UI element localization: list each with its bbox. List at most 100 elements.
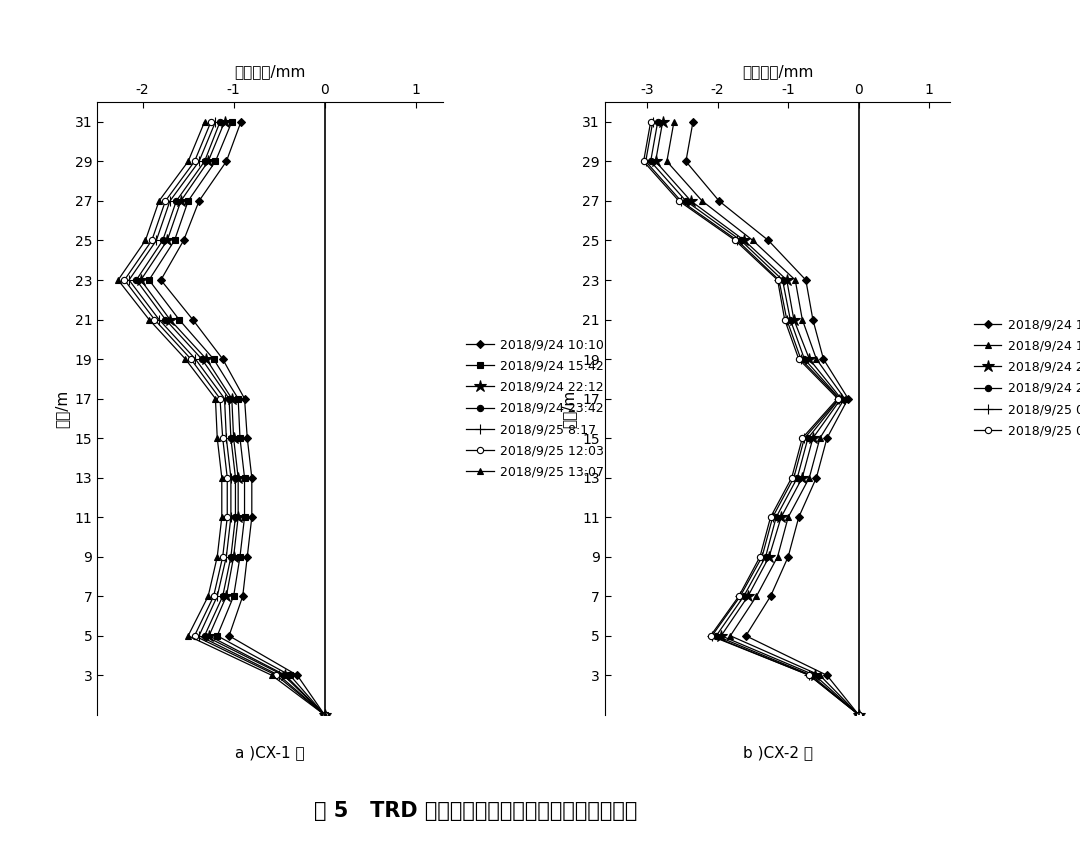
- 2018/9/24 15:42: [238, 512, 251, 523]
- 2018/9/24 10:10: [762, 236, 775, 246]
- 2018/9/25 8:17: [220, 551, 233, 562]
- 2018/9/24 15:42: [211, 631, 224, 641]
- 2018/9/24 15:42: [284, 671, 297, 681]
- 2018/9/25 0:42: [704, 631, 717, 641]
- 2018/9/25 12:03: [188, 157, 201, 167]
- 2018/9/24 10:10: [238, 393, 251, 403]
- 2018/9/25 0:42: [832, 393, 845, 403]
- 2018/9/24 22:12: [220, 591, 233, 602]
- 2018/9/24 23:42: [319, 710, 332, 720]
- 2018/9/24 10:10: [177, 236, 190, 246]
- 2018/9/24 16:17: [696, 196, 708, 206]
- 2018/9/25 8:17: [150, 236, 163, 246]
- Line: 2018/9/25 13:07: 2018/9/25 13:07: [114, 119, 327, 718]
- Line: 2018/9/24 22:12: 2018/9/24 22:12: [135, 116, 330, 721]
- 2018/9/24 23:42: [222, 393, 235, 403]
- 2018/9/24 15:42: [168, 236, 181, 246]
- 2018/9/24 10:10: [241, 433, 254, 443]
- 2018/9/25 0:42: [644, 117, 657, 127]
- 2018/9/25 12:03: [319, 710, 332, 720]
- 2018/9/25 12:03: [220, 512, 233, 523]
- 2018/9/24 10:10: [687, 117, 700, 127]
- 2018/9/24 22:03: [852, 710, 865, 720]
- 2018/9/25 8:17: [192, 157, 205, 167]
- 2018/9/24 16:17: [667, 117, 680, 127]
- 2018/9/25 12:03: [148, 314, 161, 324]
- 2018/9/24 22:12: [134, 275, 147, 285]
- 2018/9/24 22:12: [163, 314, 176, 324]
- 2018/9/25 12:03: [159, 196, 172, 206]
- 2018/9/24 22:12: [202, 157, 215, 167]
- 2018/9/24 16:17: [724, 631, 737, 641]
- 2018/9/25 8:17: [220, 433, 233, 443]
- 2018/9/25 12:03: [188, 631, 201, 641]
- 2018/9/25 13:07: [181, 157, 194, 167]
- 2018/9/25 13:07: [181, 631, 194, 641]
- Line: 2018/9/25 12:03: 2018/9/25 12:03: [121, 119, 327, 718]
- 2018/9/24 23:32: [710, 631, 723, 641]
- 2018/9/24 16:17: [810, 354, 823, 364]
- Line: 2018/9/24 16:17: 2018/9/24 16:17: [664, 119, 862, 718]
- 2018/9/24 23:32: [805, 671, 818, 681]
- 2018/9/24 23:42: [225, 551, 238, 562]
- 2018/9/24 23:42: [130, 275, 143, 285]
- 2018/9/24 22:03: [807, 433, 820, 443]
- Line: 2018/9/24 15:42: 2018/9/24 15:42: [146, 119, 327, 718]
- 2018/9/24 22:12: [279, 671, 292, 681]
- 2018/9/25 0:12: [852, 710, 865, 720]
- 2018/9/24 10:10: [245, 512, 258, 523]
- 2018/9/24 22:03: [762, 551, 775, 562]
- 2018/9/25 0:42: [779, 314, 792, 324]
- 2018/9/25 8:17: [189, 354, 202, 364]
- 2018/9/24 10:10: [713, 196, 726, 206]
- Y-axis label: 深度/m: 深度/m: [54, 390, 69, 427]
- 2018/9/25 0:12: [639, 157, 652, 167]
- 2018/9/24 23:32: [734, 236, 747, 246]
- 2018/9/24 10:10: [192, 196, 205, 206]
- 2018/9/24 22:12: [200, 354, 213, 364]
- 2018/9/24 10:10: [810, 472, 823, 483]
- 2018/9/24 23:42: [157, 236, 170, 246]
- 2018/9/24 16:17: [788, 275, 801, 285]
- 2018/9/24 16:17: [796, 314, 809, 324]
- 2018/9/24 10:10: [237, 591, 249, 602]
- 2018/9/25 0:12: [766, 512, 779, 523]
- 2018/9/25 0:12: [731, 236, 744, 246]
- 2018/9/25 13:07: [211, 551, 224, 562]
- 2018/9/24 15:42: [238, 472, 251, 483]
- 2018/9/25 0:42: [771, 275, 784, 285]
- 2018/9/25 0:12: [780, 314, 793, 324]
- Text: a )CX-1 孔: a )CX-1 孔: [235, 745, 305, 761]
- 2018/9/24 22:03: [738, 236, 751, 246]
- 2018/9/24 23:42: [214, 117, 227, 127]
- 2018/9/25 13:07: [143, 314, 156, 324]
- 2018/9/24 23:42: [198, 631, 211, 641]
- 2018/9/24 23:42: [225, 433, 238, 443]
- 2018/9/25 0:12: [833, 393, 846, 403]
- 2018/9/24 23:32: [784, 314, 797, 324]
- Legend: 2018/9/24 10:10, 2018/9/24 15:42, 2018/9/24 22:12, 2018/9/24 23:42, 2018/9/25 8:: 2018/9/24 10:10, 2018/9/24 15:42, 2018/9…: [467, 339, 604, 478]
- 2018/9/25 0:12: [705, 631, 718, 641]
- 2018/9/25 0:42: [637, 157, 650, 167]
- 2018/9/24 10:10: [816, 354, 829, 364]
- 2018/9/24 10:10: [291, 671, 303, 681]
- 2018/9/24 15:42: [207, 354, 220, 364]
- 2018/9/24 16:17: [852, 710, 865, 720]
- 2018/9/24 10:10: [241, 551, 254, 562]
- 2018/9/24 23:42: [278, 671, 291, 681]
- 2018/9/24 23:42: [229, 512, 242, 523]
- 2018/9/25 8:17: [272, 671, 285, 681]
- Line: 2018/9/24 10:10: 2018/9/24 10:10: [158, 119, 327, 718]
- 2018/9/24 23:42: [195, 354, 208, 364]
- 2018/9/24 23:32: [791, 472, 804, 483]
- 2018/9/25 12:03: [118, 275, 131, 285]
- 2018/9/25 12:03: [207, 591, 220, 602]
- 2018/9/24 22:03: [835, 393, 848, 403]
- 2018/9/24 10:10: [782, 551, 795, 562]
- 2018/9/25 8:17: [152, 314, 165, 324]
- Line: 2018/9/25 0:12: 2018/9/25 0:12: [640, 117, 864, 720]
- 2018/9/24 15:42: [226, 117, 239, 127]
- 2018/9/25 0:12: [756, 551, 769, 562]
- 2018/9/24 22:12: [226, 393, 239, 403]
- 2018/9/24 10:10: [740, 631, 753, 641]
